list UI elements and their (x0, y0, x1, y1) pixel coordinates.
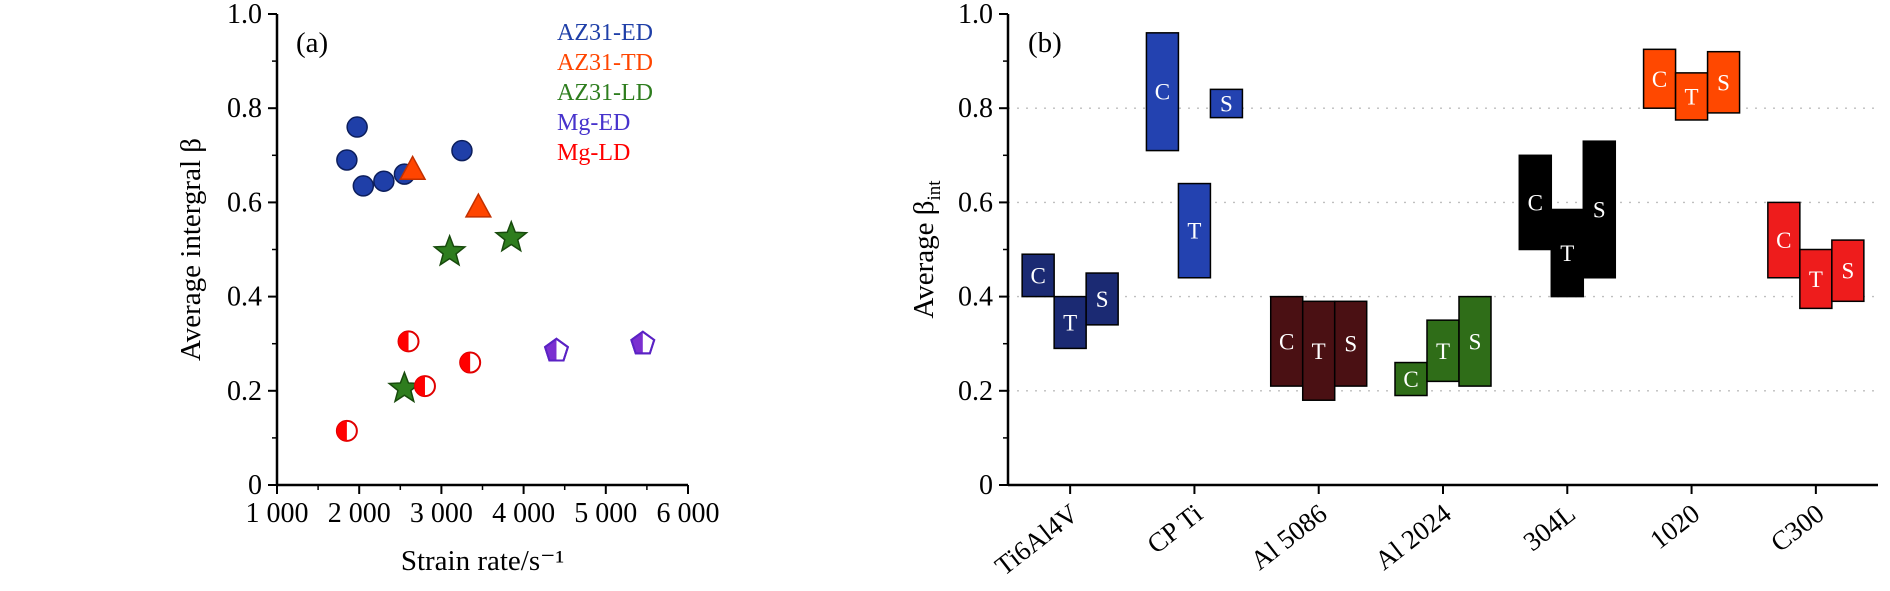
marker-az31-ed (451, 139, 473, 162)
bar-al-5086-c (1269, 295, 1304, 387)
bar-letter: S (1469, 329, 1482, 354)
y-tick-label: 0.6 (958, 187, 993, 218)
y-tick-label: 0.4 (958, 282, 993, 313)
x-tick-label: 5 000 (574, 498, 637, 529)
legend-item-az31-ed: AZ31-ED (557, 20, 653, 46)
bar-ti6al4v-c (1021, 253, 1055, 298)
category-label-c300: C300 (1765, 498, 1830, 558)
legend-item-az31-td: AZ31-TD (557, 50, 653, 76)
marker-az31-ld (432, 233, 467, 267)
bar-cp-ti-t (1177, 182, 1212, 279)
marker-mg-ld-fill (460, 352, 471, 373)
y-tick-label: 0.2 (958, 376, 993, 407)
bar-1020-s (1706, 50, 1741, 114)
x-tick-label: 2 000 (328, 498, 391, 529)
legend-item-mg-ed: Mg-ED (557, 110, 630, 136)
bar-letter: T (1809, 267, 1823, 292)
marker-az31-td (398, 154, 427, 180)
bar-letter: T (1685, 84, 1699, 109)
y-axis-label: Average βint (908, 180, 945, 319)
bar-letter: S (1220, 91, 1233, 116)
bar-al-5086-s (1333, 300, 1368, 387)
bar-letter: T (1187, 219, 1201, 244)
x-tick-label: 1 000 (246, 498, 309, 529)
bar-letter: C (1279, 329, 1294, 354)
bar-letter: S (1717, 70, 1730, 95)
bar-ti6al4v-t (1053, 295, 1087, 350)
marker-mg-ld-fill (336, 420, 347, 441)
marker-az31-ed (352, 175, 375, 197)
bar-304l-c (1518, 154, 1553, 251)
bar-ti6al4v-s (1085, 272, 1119, 326)
marker-az31-ed (336, 149, 358, 171)
bar-1020-t (1674, 72, 1709, 121)
legend-item-az31-ld: AZ31-LD (557, 80, 653, 106)
bar-letter: C (1155, 80, 1170, 105)
bar-letter: C (1528, 190, 1543, 215)
bar-letter: C (1403, 367, 1418, 392)
bar-cp-ti-c (1145, 32, 1180, 152)
panel-tag: (b) (1028, 27, 1062, 59)
y-axis-label: Average intergral β (175, 138, 207, 361)
category-label-al-5086: Al 5086 (1245, 498, 1333, 576)
y-tick-label: 0 (979, 470, 993, 501)
marker-az31-ed (373, 170, 395, 192)
y-tick-label: 0.2 (227, 376, 262, 407)
bar-al-5086-t (1301, 300, 1336, 401)
y-tick-label: 0.8 (227, 93, 262, 124)
bar-al-2024-t (1426, 319, 1460, 383)
category-label-1020: 1020 (1644, 498, 1705, 555)
bar-c300-c (1767, 201, 1801, 279)
category-label-cp-ti: CP Ti (1141, 498, 1208, 559)
bar-letter: C (1652, 67, 1667, 92)
panel-a: 1 000 2 000 3 000 4 000 5 000 6 000 0 0.2 0.4 0.6… (175, 0, 720, 577)
x-axis-label: Strain rate/s⁻¹ (401, 545, 564, 577)
marker-mg-ld-fill (414, 376, 425, 397)
x-tick-label: 6 000 (657, 498, 720, 529)
category-label-ti6al4v: Ti6Al4V (989, 498, 1084, 581)
y-tick-label: 0.6 (227, 187, 262, 218)
y-tick-label: 0.4 (227, 282, 262, 313)
bar-letter: S (1096, 287, 1109, 312)
bar-304l-s (1582, 140, 1617, 279)
bar-cp-ti-s (1209, 88, 1244, 119)
y-tick-label: 0.8 (958, 93, 993, 124)
bar-letter: C (1776, 228, 1791, 253)
marker-mg-ld-fill (398, 331, 409, 352)
bar-c300-t (1799, 248, 1833, 310)
marker-az31-ed (346, 116, 368, 138)
y-tick-label: 0 (248, 470, 262, 501)
x-tick-label: 3 000 (410, 498, 473, 529)
panel-tag: (a) (296, 27, 328, 59)
bar-letter: C (1030, 263, 1045, 288)
bar-al-2024-c (1394, 361, 1428, 397)
category-label-al-2024: Al 2024 (1369, 498, 1457, 576)
marker-az31-ld (494, 219, 529, 253)
bar-letter: S (1841, 259, 1854, 284)
marker-az31-td (464, 192, 493, 218)
marker-mg-ed-outline (543, 337, 570, 362)
bar-letter: T (1560, 241, 1574, 266)
marker-mg-ed-outline (630, 330, 656, 355)
y-tick-label: 1.0 (958, 0, 993, 30)
x-tick-label: 4 000 (492, 498, 555, 529)
category-label-304l: 304L (1518, 498, 1581, 557)
bar-letter: T (1063, 311, 1077, 336)
bar-1020-c (1642, 48, 1677, 109)
bar-c300-s (1831, 239, 1865, 303)
y-tick-label: 1.0 (227, 0, 262, 30)
bar-letter: S (1344, 332, 1357, 357)
bar-letter: S (1593, 197, 1606, 222)
bar-letter: T (1436, 339, 1450, 364)
bar-al-2024-s (1458, 295, 1492, 387)
bar-letter: T (1312, 339, 1326, 364)
legend-item-mg-ld: Mg-LD (557, 140, 630, 166)
